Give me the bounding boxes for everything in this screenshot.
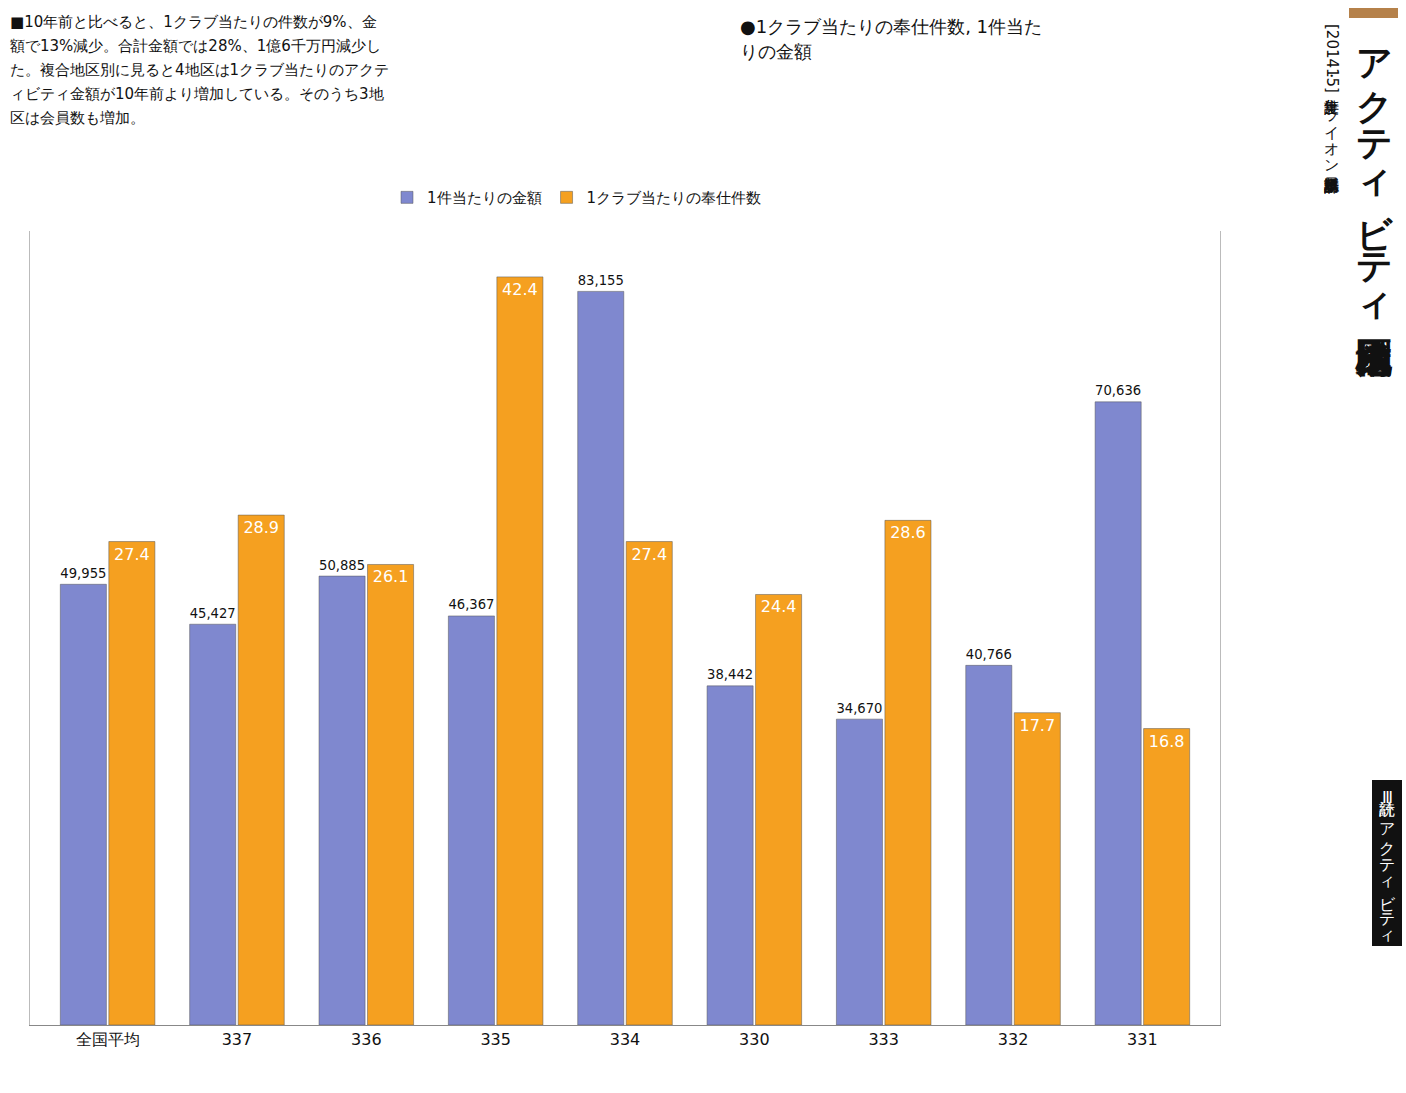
svg-text:337: 337 xyxy=(222,1030,253,1049)
svg-text:28.6: 28.6 xyxy=(890,523,926,542)
html-text:統計Ⅲ アクティビティ: 統計Ⅲ アクティビティ xyxy=(1378,788,1397,939)
svg-text:1クラブ当たりの奉仕件数: 1クラブ当たりの奉仕件数 xyxy=(587,189,762,207)
svg-text:26.1: 26.1 xyxy=(373,567,409,586)
svg-text:34,670: 34,670 xyxy=(836,701,882,716)
svg-text:45,427: 45,427 xyxy=(190,606,236,621)
html-text:●1クラブ当たりの奉仕件数, 1件当たりの金額: ●1クラブ当たりの奉仕件数, 1件当たりの金額 xyxy=(740,16,1043,63)
svg-text:17.7: 17.7 xyxy=(1019,716,1055,735)
svg-text:330: 330 xyxy=(739,1030,770,1049)
html-text:[2014・15年度集計] ライオン誌日本語版事務所集計: [2014・15年度集計] ライオン誌日本語版事務所集計 xyxy=(1323,24,1341,166)
svg-text:83,155: 83,155 xyxy=(578,273,624,288)
svg-text:336: 336 xyxy=(351,1030,382,1049)
html-text:アクティビティ地区別構成比: アクティビティ地区別構成比 xyxy=(1354,24,1395,311)
svg-text:331: 331 xyxy=(1127,1030,1158,1049)
html-text:■10年前と比べると、1クラブ当たりの件数が9%、金額で13: ■10年前と比べると、1クラブ当たりの件数が9%、金額で13%減少。合計金額では… xyxy=(10,13,390,127)
svg-text:28.9: 28.9 xyxy=(243,518,279,537)
svg-text:38,442: 38,442 xyxy=(707,667,753,682)
svg-text:334: 334 xyxy=(610,1030,641,1049)
svg-text:332: 332 xyxy=(998,1030,1029,1049)
svg-text:46,367: 46,367 xyxy=(448,597,494,612)
svg-text:27.4: 27.4 xyxy=(631,545,667,564)
svg-text:50,885: 50,885 xyxy=(319,558,365,573)
svg-text:42.4: 42.4 xyxy=(502,280,538,299)
svg-text:24.4: 24.4 xyxy=(761,597,797,616)
svg-text:49,955: 49,955 xyxy=(60,566,106,581)
svg-text:40,766: 40,766 xyxy=(966,647,1012,662)
svg-text:333: 333 xyxy=(868,1030,899,1049)
svg-text:16.8: 16.8 xyxy=(1149,732,1185,751)
svg-text:1件当たりの金額: 1件当たりの金額 xyxy=(427,189,542,207)
svg-text:27.4: 27.4 xyxy=(114,545,150,564)
svg-text:70,636: 70,636 xyxy=(1095,383,1141,398)
svg-text:335: 335 xyxy=(480,1030,511,1049)
svg-text:全国平均: 全国平均 xyxy=(76,1030,140,1049)
